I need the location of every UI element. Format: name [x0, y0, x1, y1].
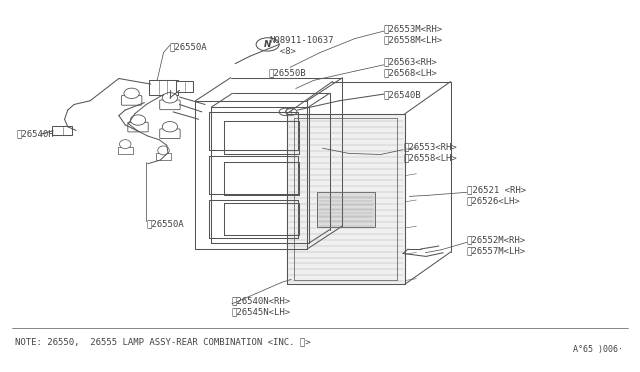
Text: NOTE: 26550,  26555 LAMP ASSY-REAR COMBINATION <INC. ※>: NOTE: 26550, 26555 LAMP ASSY-REAR COMBIN…: [15, 337, 310, 346]
Text: N08911-10637
  <8>: N08911-10637 <8>: [269, 36, 333, 56]
FancyBboxPatch shape: [150, 80, 177, 95]
Polygon shape: [317, 192, 375, 227]
Circle shape: [279, 108, 292, 116]
Ellipse shape: [131, 115, 146, 125]
Text: ※26540N<RH>
※26545N<LH>: ※26540N<RH> ※26545N<LH>: [232, 296, 291, 317]
Ellipse shape: [163, 93, 177, 103]
FancyBboxPatch shape: [118, 147, 133, 154]
Ellipse shape: [158, 146, 170, 155]
FancyBboxPatch shape: [175, 81, 193, 92]
FancyBboxPatch shape: [122, 96, 142, 105]
Text: ※26540B: ※26540B: [384, 91, 422, 100]
Ellipse shape: [163, 122, 177, 132]
Text: ※26550B: ※26550B: [269, 68, 307, 77]
FancyBboxPatch shape: [52, 126, 72, 135]
Text: ※26550A: ※26550A: [170, 42, 207, 51]
Text: ※26540H: ※26540H: [17, 129, 54, 139]
Ellipse shape: [120, 140, 131, 148]
FancyBboxPatch shape: [156, 153, 172, 160]
Text: N: N: [264, 40, 271, 49]
FancyBboxPatch shape: [128, 122, 148, 132]
Text: A°65 )006·: A°65 )006·: [573, 344, 623, 353]
Text: ※26563<RH>
※26568<LH>: ※26563<RH> ※26568<LH>: [384, 57, 438, 77]
Text: ※26521 <RH>
※26526<LH>: ※26521 <RH> ※26526<LH>: [467, 185, 526, 205]
Circle shape: [285, 109, 297, 115]
FancyBboxPatch shape: [160, 129, 180, 138]
Polygon shape: [287, 114, 405, 284]
Text: ※26553M<RH>
※26558M<LH>: ※26553M<RH> ※26558M<LH>: [384, 24, 443, 44]
FancyBboxPatch shape: [160, 100, 180, 110]
Ellipse shape: [124, 88, 140, 99]
Text: ※26553<RH>
※26558<LH>: ※26553<RH> ※26558<LH>: [403, 142, 457, 163]
Text: ※26550A: ※26550A: [147, 219, 184, 228]
Text: ※26552M<RH>
※26557M<LH>: ※26552M<RH> ※26557M<LH>: [467, 235, 526, 255]
